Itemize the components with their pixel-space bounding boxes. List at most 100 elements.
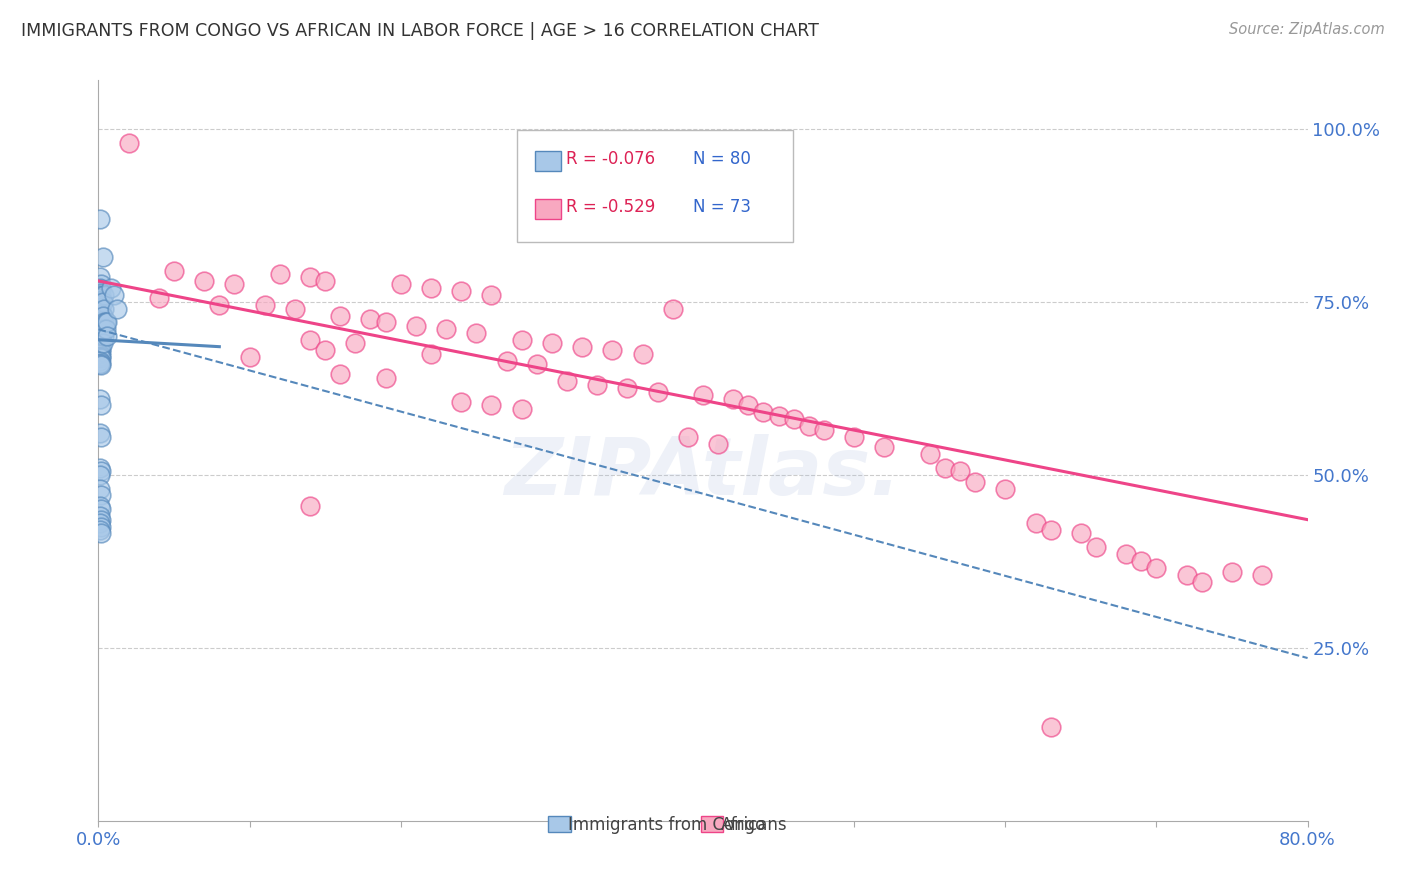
Point bbox=[344, 336, 367, 351]
Point bbox=[163, 263, 186, 277]
Point bbox=[89, 326, 111, 340]
Point bbox=[89, 287, 111, 301]
Point bbox=[91, 322, 114, 336]
Point bbox=[510, 333, 533, 347]
Point bbox=[1085, 541, 1108, 555]
Point bbox=[89, 523, 111, 537]
Point bbox=[1251, 568, 1274, 582]
Point bbox=[89, 509, 111, 524]
Point bbox=[873, 440, 896, 454]
Point bbox=[208, 298, 231, 312]
Point bbox=[284, 301, 307, 316]
Point bbox=[586, 377, 609, 392]
Point bbox=[90, 285, 112, 300]
Point bbox=[96, 315, 118, 329]
Text: Immigrants from Congo: Immigrants from Congo bbox=[568, 816, 765, 835]
Point bbox=[329, 368, 352, 382]
Point bbox=[707, 436, 730, 450]
Point bbox=[571, 340, 593, 354]
Point bbox=[90, 526, 112, 541]
Point bbox=[90, 513, 112, 527]
Text: R = -0.076: R = -0.076 bbox=[565, 150, 655, 168]
Point bbox=[434, 322, 457, 336]
Point bbox=[1144, 561, 1167, 575]
Point bbox=[90, 310, 112, 324]
Point bbox=[90, 349, 112, 363]
Point bbox=[813, 423, 835, 437]
Point bbox=[90, 331, 112, 345]
Point bbox=[949, 464, 972, 478]
Point bbox=[329, 309, 352, 323]
Point bbox=[647, 384, 669, 399]
Point bbox=[90, 327, 112, 342]
Point bbox=[540, 336, 562, 351]
Point bbox=[797, 419, 820, 434]
Point bbox=[89, 270, 111, 285]
Point bbox=[965, 475, 987, 489]
Point bbox=[239, 350, 262, 364]
Point bbox=[89, 309, 111, 323]
Point bbox=[90, 355, 112, 369]
Point bbox=[90, 324, 112, 338]
Point bbox=[1130, 554, 1153, 568]
Point bbox=[374, 371, 396, 385]
Point bbox=[89, 294, 111, 309]
Point bbox=[105, 301, 128, 316]
Point bbox=[93, 329, 115, 343]
Point bbox=[224, 277, 246, 292]
Point bbox=[934, 460, 956, 475]
Point bbox=[148, 291, 170, 305]
Point bbox=[91, 309, 114, 323]
Point bbox=[89, 318, 111, 333]
Point bbox=[420, 346, 443, 360]
Point bbox=[89, 516, 111, 530]
Point bbox=[89, 353, 111, 368]
Point bbox=[631, 346, 654, 360]
Point bbox=[90, 296, 112, 310]
Text: IMMIGRANTS FROM CONGO VS AFRICAN IN LABOR FORCE | AGE > 16 CORRELATION CHART: IMMIGRANTS FROM CONGO VS AFRICAN IN LABO… bbox=[21, 22, 818, 40]
Point bbox=[89, 329, 111, 343]
Point bbox=[90, 399, 112, 413]
Point bbox=[93, 287, 115, 301]
Point bbox=[90, 289, 112, 303]
Point bbox=[89, 315, 111, 329]
Point bbox=[90, 344, 112, 359]
Point bbox=[616, 381, 638, 395]
Point bbox=[96, 329, 118, 343]
Point bbox=[90, 303, 112, 318]
Point bbox=[89, 281, 111, 295]
Point bbox=[89, 211, 111, 226]
Text: R = -0.529: R = -0.529 bbox=[565, 198, 655, 216]
Point bbox=[1070, 526, 1092, 541]
Point bbox=[752, 405, 775, 419]
Point bbox=[465, 326, 488, 340]
Point bbox=[90, 317, 112, 331]
Point bbox=[1220, 565, 1243, 579]
Point bbox=[90, 519, 112, 533]
Point bbox=[93, 315, 115, 329]
Point bbox=[1024, 516, 1046, 530]
Point bbox=[918, 447, 941, 461]
Point bbox=[91, 294, 114, 309]
Point bbox=[602, 343, 624, 358]
Point bbox=[90, 321, 112, 335]
Point bbox=[89, 312, 111, 326]
Point bbox=[510, 401, 533, 416]
Point bbox=[90, 337, 112, 351]
Point bbox=[844, 429, 866, 443]
Point bbox=[103, 287, 125, 301]
Point bbox=[450, 395, 472, 409]
Point bbox=[1191, 574, 1213, 589]
Point bbox=[89, 291, 111, 305]
Point bbox=[90, 488, 112, 502]
Point bbox=[768, 409, 790, 423]
Point bbox=[94, 322, 117, 336]
Point bbox=[89, 426, 111, 441]
Point bbox=[723, 392, 745, 406]
Point bbox=[89, 343, 111, 358]
Point bbox=[1039, 720, 1062, 734]
Point bbox=[90, 429, 112, 443]
Point bbox=[193, 274, 215, 288]
Point bbox=[420, 281, 443, 295]
Point bbox=[994, 482, 1017, 496]
